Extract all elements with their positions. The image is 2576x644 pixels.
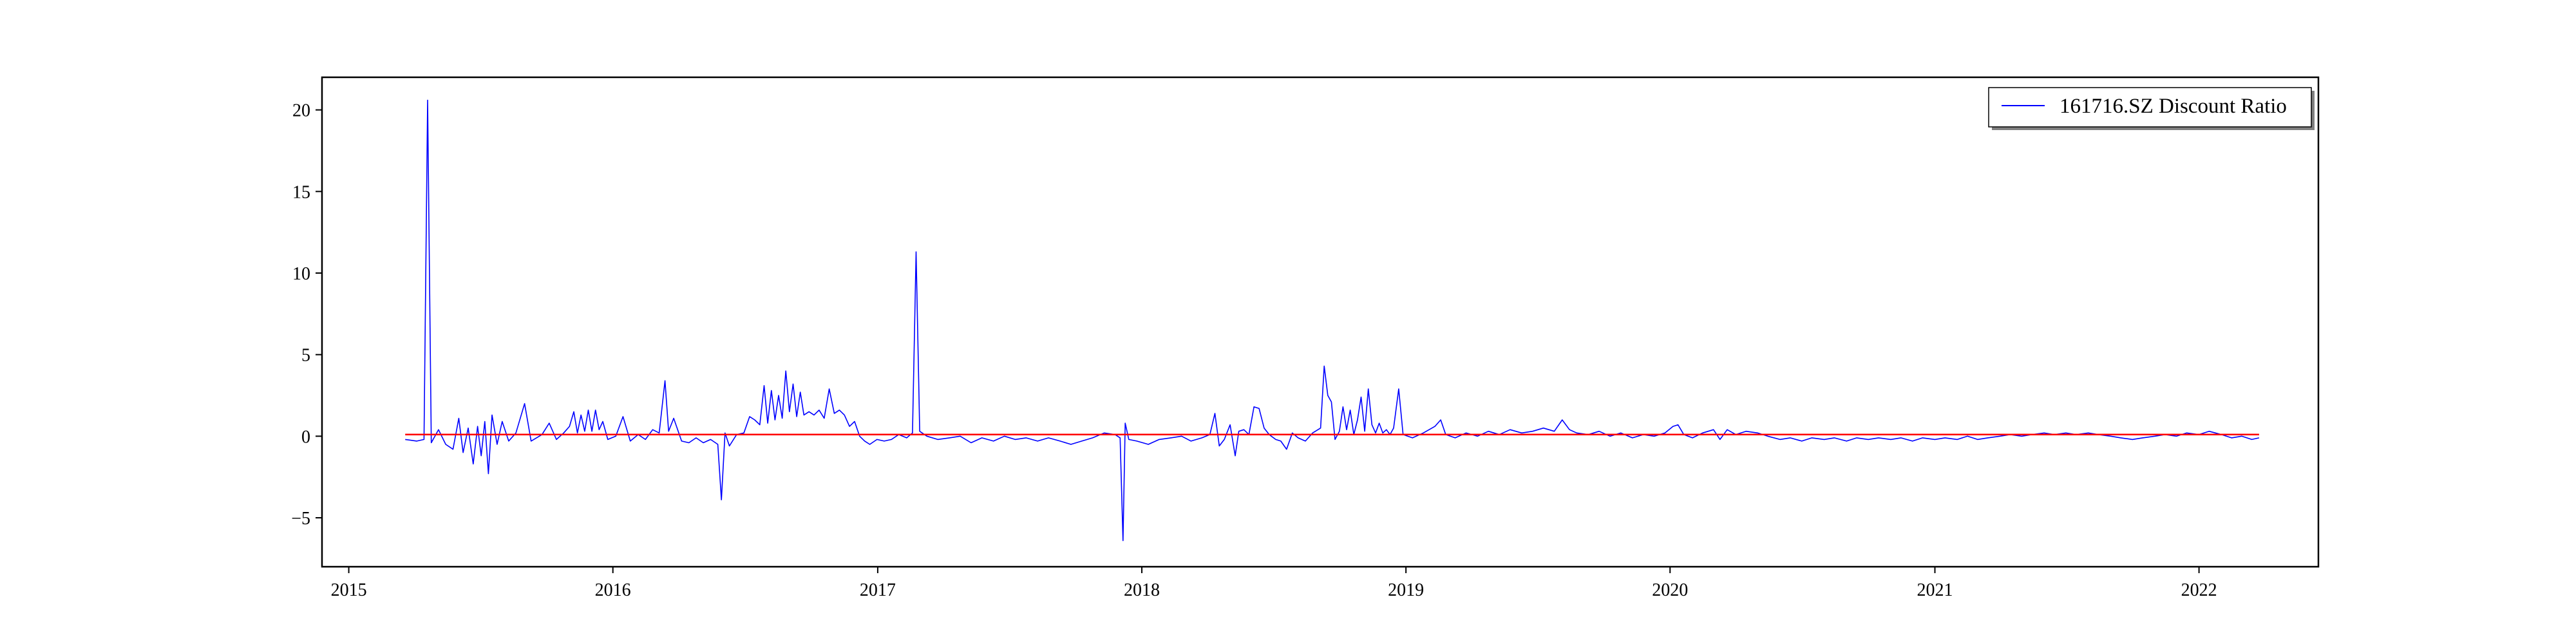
axis-ticks: 2015 2016 2017 2018 2019 2020 2021 2022 −5 0 5 10 15… [291,101,2217,600]
y-tick-label: 20 [292,101,310,121]
y-tick-label: 5 [301,346,310,366]
x-tick-label: 2016 [595,580,631,600]
legend: 161716.SZ Discount Ratio [1988,87,2315,130]
x-tick-label: 2021 [1917,580,1953,600]
series-line-discount-ratio [405,99,2260,542]
legend-label: 161716.SZ Discount Ratio [2060,95,2287,118]
x-tick-label: 2020 [1652,580,1688,600]
x-tick-label: 2019 [1388,580,1424,600]
y-tick-label: 0 [301,427,310,447]
x-tick-label: 2017 [860,580,896,600]
y-tick-label: −5 [291,509,310,529]
axes-frame [321,76,2320,568]
y-tick-label: 10 [292,264,310,284]
x-tick-label: 2015 [331,580,367,600]
y-tick-label: 15 [292,182,310,202]
x-tick-label: 2018 [1124,580,1160,600]
legend-box [1988,87,2312,128]
plot-area [405,99,2260,542]
x-tick-label: 2022 [2181,580,2217,600]
